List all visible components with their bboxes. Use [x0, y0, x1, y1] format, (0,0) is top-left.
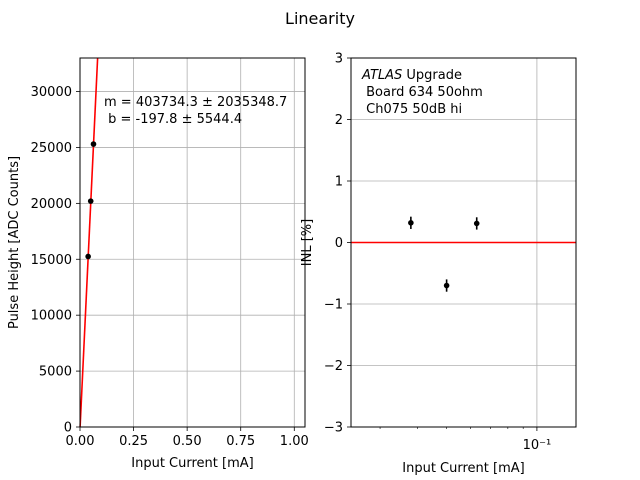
atlas-label-italic: ATLAS [361, 68, 402, 83]
right-x-tick-label: 10⁻¹ [523, 438, 552, 453]
fit-intercept-annotation: b = -197.8 ± 5544.4 [104, 112, 242, 127]
pulse-height-point [85, 253, 91, 260]
left-x-tick-label: 0.75 [226, 434, 255, 449]
channel-label: Ch075 50dB hi [362, 102, 462, 117]
left-fit-line-layer [79, 57, 99, 428]
left-y-axis-label: Pulse Height [ADC Counts] [7, 156, 22, 329]
left-points-layer [85, 141, 97, 260]
right-y-tick-label: 0 [335, 236, 343, 251]
left-y-tick-label: 15000 [31, 253, 72, 268]
left-y-tick-label: 0 [64, 421, 72, 436]
left-x-tick-label: 1.00 [280, 434, 309, 449]
pulse-height-point [90, 141, 97, 147]
inl-panel: 10⁻¹ −3 −2 −1 0 1 2 3 Input Current [mA] INL [… [300, 52, 577, 476]
left-x-axis-label: Input Current [mA] [131, 456, 253, 471]
right-points-layer [408, 216, 480, 292]
left-x-ticks: 0.00 0.25 0.50 0.75 1.00 [66, 427, 309, 449]
figure-title: Linearity [285, 9, 355, 28]
left-y-ticks: 0 5000 10000 15000 20000 25000 30000 [31, 85, 80, 436]
right-y-tick-label: 3 [335, 52, 343, 67]
right-y-tick-label: 2 [335, 113, 343, 128]
left-y-tick-label: 30000 [31, 85, 72, 100]
linear-fit-line [79, 57, 99, 428]
inl-point [408, 220, 414, 226]
right-y-axis-label: INL [%] [300, 219, 315, 266]
right-y-tick-label: −3 [324, 421, 343, 436]
fit-slope-annotation: m = 403734.3 ± 2035348.7 [104, 95, 287, 110]
pulse-height-point [87, 198, 94, 204]
left-y-tick-label: 25000 [31, 141, 72, 156]
left-x-tick-label: 0.50 [173, 434, 202, 449]
atlas-label-upgrade: Upgrade [402, 68, 462, 83]
left-axes-frame [79, 57, 306, 428]
inl-point [443, 282, 450, 289]
right-x-axis-label: Input Current [mA] [402, 461, 524, 476]
right-y-tick-label: 1 [335, 175, 343, 190]
board-label: Board 634 50ohm [362, 85, 483, 100]
left-x-tick-label: 0.25 [119, 434, 148, 449]
atlas-label: ATLAS Upgrade [361, 68, 462, 83]
left-y-tick-label: 10000 [31, 309, 72, 324]
right-y-tick-label: −1 [324, 298, 343, 313]
left-y-tick-label: 5000 [39, 365, 72, 380]
right-y-ticks: −3 −2 −1 0 1 2 3 [324, 52, 351, 436]
left-y-tick-label: 20000 [31, 197, 72, 212]
left-x-tick-label: 0.00 [66, 434, 95, 449]
pulse-height-panel: 0.00 0.25 0.50 0.75 1.00 0 5000 10000 15000 2000… [7, 57, 309, 471]
right-x-ticks: 10⁻¹ [379, 427, 552, 453]
inl-point [473, 220, 480, 227]
right-y-tick-label: −2 [324, 359, 343, 374]
